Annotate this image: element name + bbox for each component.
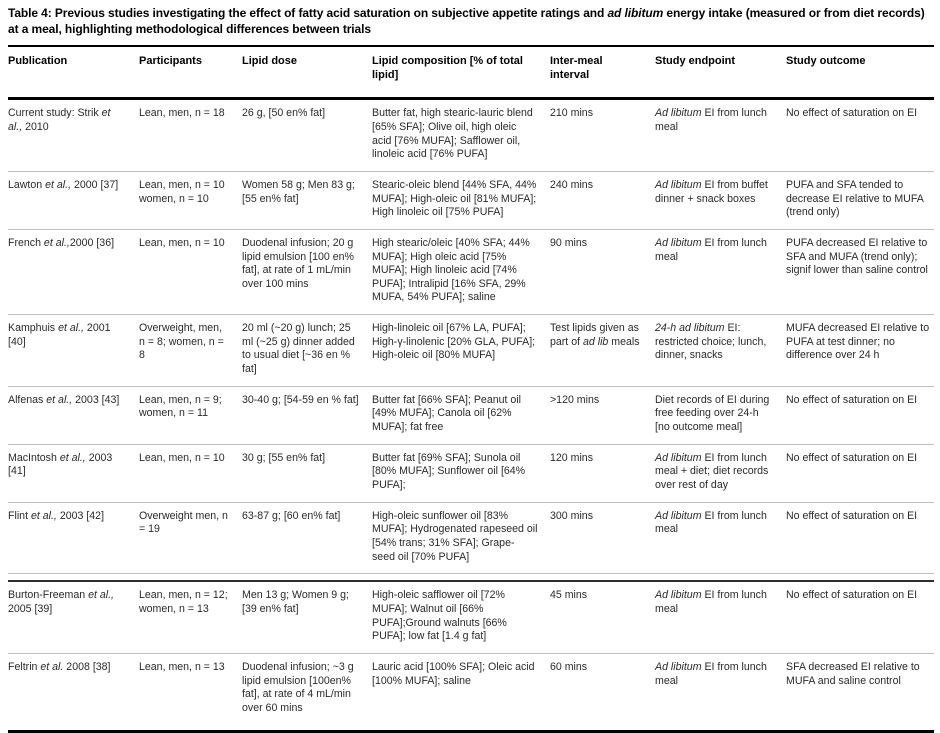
cell-study-outcome: No effect of saturation on EI — [786, 581, 934, 654]
cell-lipid-composition: High-oleic sunflower oil [83% MUFA]; Hyd… — [372, 502, 550, 575]
cell-lipid-dose: 30-40 g; [54-59 en % fat] — [242, 386, 372, 445]
table-row: Lawton et al., 2000 [37] Lean, men, n = 1… — [8, 171, 934, 230]
cell-study-outcome: SFA decreased EI relative to MUFA and sa… — [786, 653, 934, 733]
table-title: Table 4: Previous studies investigating … — [8, 6, 925, 36]
cell-publication: Alfenas et al., 2003 [43] — [8, 386, 139, 445]
cell-participants: Lean, men, n = 10 — [139, 444, 242, 503]
cell-inter-meal-interval: 210 mins — [550, 98, 655, 172]
table-row: Feltrin et al. 2008 [38] Lean, men, n = 1… — [8, 653, 934, 733]
cell-study-endpoint: 24-h ad libitum EI: restricted choice; l… — [655, 314, 786, 387]
cell-inter-meal-interval: 45 mins — [550, 581, 655, 654]
cell-study-endpoint: Diet records of EI during free feeding o… — [655, 386, 786, 445]
table-row: Kamphuis et al., 2001 [40] Overweight, me… — [8, 314, 934, 387]
table-row: Burton-Freeman et al., 2005 [39] Lean, me… — [8, 581, 934, 654]
cell-participants: Lean, men, n = 10 women, n = 10 — [139, 171, 242, 230]
cell-lipid-dose: 20 ml (~20 g) lunch; 25 ml (~25 g) dinne… — [242, 314, 372, 387]
cell-publication: Feltrin et al. 2008 [38] — [8, 653, 139, 733]
cell-study-endpoint: Ad libitum EI from lunch meal — [655, 581, 786, 654]
column-header-lipid-composition: Lipid composition [% of total lipid] — [372, 45, 550, 101]
cell-study-endpoint: Ad libitum EI from lunch meal — [655, 98, 786, 172]
cell-publication: Lawton et al., 2000 [37] — [8, 171, 139, 230]
cell-participants: Overweight, men, n = 8; women, n = 8 — [139, 314, 242, 387]
cell-lipid-composition: Lauric acid [100% SFA]; Oleic acid [100%… — [372, 653, 550, 733]
cell-lipid-dose: Duodenal infusion; 20 g lipid emulsion [… — [242, 229, 372, 316]
cell-lipid-dose: Duodenal infusion; ~3 g lipid emulsion [… — [242, 653, 372, 733]
studies-table: Publication Participants Lipid dose Lipid c… — [8, 44, 934, 733]
cell-study-endpoint: Ad libitum EI from lunch meal + diet; di… — [655, 444, 786, 503]
cell-study-outcome: No effect of saturation on EI — [786, 444, 934, 503]
cell-inter-meal-interval: 60 mins — [550, 653, 655, 733]
cell-study-endpoint: Ad libitum EI from buffet dinner + snack… — [655, 171, 786, 230]
cell-inter-meal-interval: >120 mins — [550, 386, 655, 445]
cell-study-endpoint: Ad libitum EI from lunch meal — [655, 502, 786, 575]
cell-publication: Current study: Strik et al., 2010 — [8, 98, 139, 172]
cell-study-endpoint: Ad libitum EI from lunch meal — [655, 653, 786, 733]
cell-participants: Overweight men, n = 19 — [139, 502, 242, 575]
cell-participants: Lean, men, n = 18 — [139, 98, 242, 172]
column-header-lipid-dose: Lipid dose — [242, 45, 372, 101]
cell-study-outcome: PUFA and SFA tended to decrease EI relat… — [786, 171, 934, 230]
cell-study-outcome: No effect of saturation on EI — [786, 98, 934, 172]
cell-participants: Lean, men, n = 13 — [139, 653, 242, 733]
table-row: Current study: Strik et al., 2010 Lean, m… — [8, 98, 934, 172]
cell-publication: French et al.,2000 [36] — [8, 229, 139, 316]
table-row: Flint et al., 2003 [42] Overweight men, n… — [8, 502, 934, 575]
cell-lipid-composition: Butter fat [66% SFA]; Peanut oil [49% MU… — [372, 386, 550, 445]
cell-publication: MacIntosh et al., 2003 [41] — [8, 444, 139, 503]
table-row: Alfenas et al., 2003 [43] Lean, men, n = … — [8, 386, 934, 445]
cell-study-outcome: PUFA decreased EI relative to SFA and MU… — [786, 229, 934, 316]
column-header-study-endpoint: Study endpoint — [655, 45, 786, 101]
cell-lipid-dose: Women 58 g; Men 83 g; [55 en% fat] — [242, 171, 372, 230]
cell-study-outcome: No effect of saturation on EI — [786, 386, 934, 445]
column-header-inter-meal-interval: Inter-meal interval — [550, 45, 655, 101]
table-header-row: Publication Participants Lipid dose Lipid c… — [8, 45, 934, 101]
cell-inter-meal-interval: Test lipids given as part of ad lib meal… — [550, 314, 655, 387]
cell-inter-meal-interval: 300 mins — [550, 502, 655, 575]
cell-lipid-composition: Butter fat [69% SFA]; Sunola oil [80% MU… — [372, 444, 550, 503]
cell-inter-meal-interval: 240 mins — [550, 171, 655, 230]
cell-study-outcome: MUFA decreased EI relative to PUFA at te… — [786, 314, 934, 387]
cell-participants: Lean, men, n = 9; women, n = 11 — [139, 386, 242, 445]
table-row: French et al.,2000 [36] Lean, men, n = 10… — [8, 229, 934, 316]
cell-inter-meal-interval: 90 mins — [550, 229, 655, 316]
cell-publication: Flint et al., 2003 [42] — [8, 502, 139, 575]
cell-study-endpoint: Ad libitum EI from lunch meal — [655, 229, 786, 316]
cell-lipid-composition: Stearic-oleic blend [44% SFA, 44% MUFA];… — [372, 171, 550, 230]
cell-participants: Lean, men, n = 12; women, n = 13 — [139, 581, 242, 654]
section-divider — [8, 573, 934, 583]
cell-inter-meal-interval: 120 mins — [550, 444, 655, 503]
cell-lipid-dose: Men 13 g; Women 9 g; [39 en% fat] — [242, 581, 372, 654]
cell-lipid-composition: Butter fat, high stearic-lauric blend [6… — [372, 98, 550, 172]
cell-lipid-composition: High-oleic safflower oil [72% MUFA]; Wal… — [372, 581, 550, 654]
column-header-participants: Participants — [139, 45, 242, 101]
column-header-publication: Publication — [8, 45, 139, 101]
cell-lipid-dose: 26 g, [50 en% fat] — [242, 98, 372, 172]
cell-participants: Lean, men, n = 10 — [139, 229, 242, 316]
cell-lipid-dose: 30 g; [55 en% fat] — [242, 444, 372, 503]
cell-publication: Kamphuis et al., 2001 [40] — [8, 314, 139, 387]
cell-lipid-dose: 63-87 g; [60 en% fat] — [242, 502, 372, 575]
cell-study-outcome: No effect of saturation on EI — [786, 502, 934, 575]
cell-lipid-composition: High stearic/oleic [40% SFA; 44% MUFA]; … — [372, 229, 550, 316]
cell-publication: Burton-Freeman et al., 2005 [39] — [8, 581, 139, 654]
table-body: Current study: Strik et al., 2010 Lean, m… — [8, 98, 934, 733]
cell-lipid-composition: High-linoleic oil [67% LA, PUFA]; High-γ… — [372, 314, 550, 387]
table-row: MacIntosh et al., 2003 [41] Lean, men, n … — [8, 444, 934, 503]
column-header-study-outcome: Study outcome — [786, 45, 934, 101]
